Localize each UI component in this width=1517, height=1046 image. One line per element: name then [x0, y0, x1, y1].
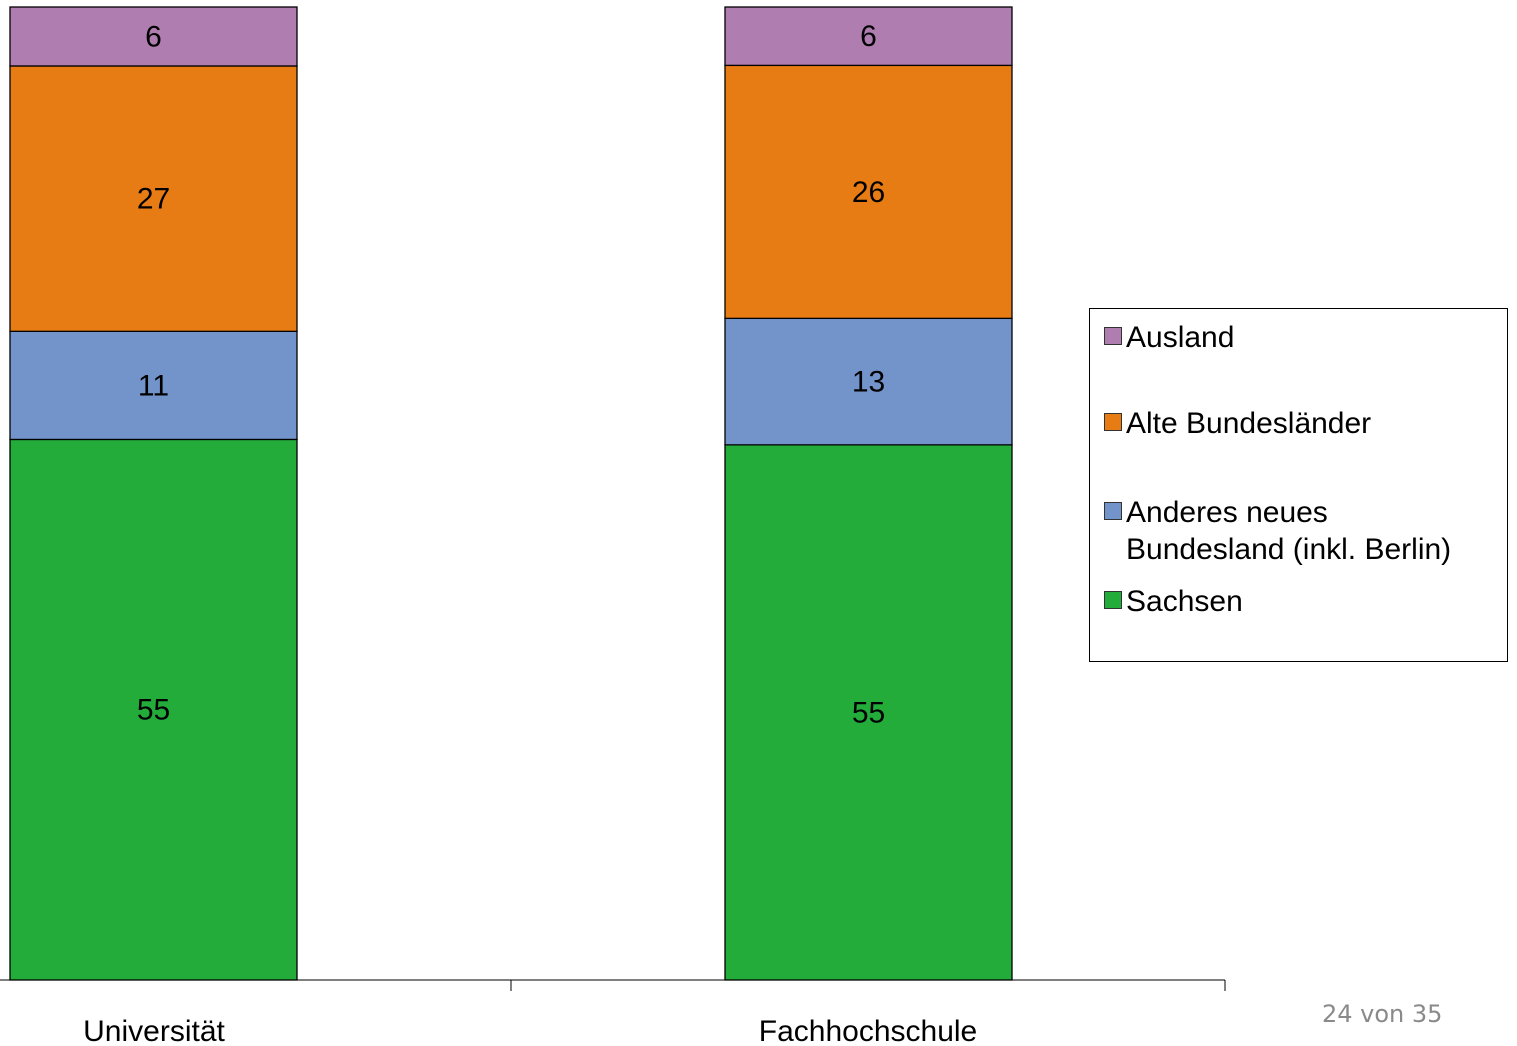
data-label: 27	[137, 183, 170, 216]
bar-segment-ausland-0	[9, 6, 298, 67]
bar-segment-anderes-neues-bundesland-inkl-berlin--0	[9, 330, 298, 441]
x-axis	[0, 979, 1226, 991]
bar-segment-sachsen-0	[9, 438, 298, 981]
legend-label: Sachsen	[1126, 585, 1243, 618]
data-label: 6	[860, 20, 877, 53]
legend-label: Alte Bundesländer	[1126, 407, 1372, 440]
bar-segment-ausland-1	[724, 6, 1013, 67]
bar-segment-anderes-neues-bundesland-inkl-berlin--1	[724, 317, 1013, 446]
legend-item: Anderes neues Bundesland (inkl. Berlin)	[1104, 494, 1451, 568]
category-label: Fachhochschule	[759, 1015, 977, 1046]
legend-label: Ausland	[1126, 321, 1235, 354]
legend: Ausland Alte Bundesländer Anderes neues Bun…	[1089, 308, 1508, 662]
data-label: 13	[852, 366, 885, 399]
legend-item: Sachsen	[1104, 583, 1243, 620]
category-label: Universität	[83, 1015, 225, 1046]
bar-segment-sachsen-1	[724, 444, 1013, 981]
legend-label: Anderes neues Bundesland (inkl. Berlin)	[1126, 496, 1452, 566]
data-labels: 55 11 27 6 55 13 26 6	[137, 20, 885, 729]
data-label: 6	[145, 20, 162, 53]
page-number: 24 von 35	[1322, 1000, 1443, 1028]
bar-segment-alte-bundesl-nder-1	[724, 64, 1013, 320]
data-label: 11	[138, 369, 169, 402]
legend-item: Alte Bundesländer	[1104, 405, 1371, 442]
legend-item: Ausland	[1104, 319, 1234, 356]
legend-swatch	[1104, 591, 1122, 609]
category-labels: Universität Fachhochschule	[83, 1015, 977, 1046]
legend-swatch	[1104, 327, 1122, 345]
legend-swatch	[1104, 413, 1122, 431]
data-label: 55	[137, 694, 170, 727]
data-label: 55	[852, 696, 885, 729]
bar-group	[9, 6, 1013, 981]
data-label: 26	[852, 176, 885, 209]
legend-swatch	[1104, 502, 1122, 520]
